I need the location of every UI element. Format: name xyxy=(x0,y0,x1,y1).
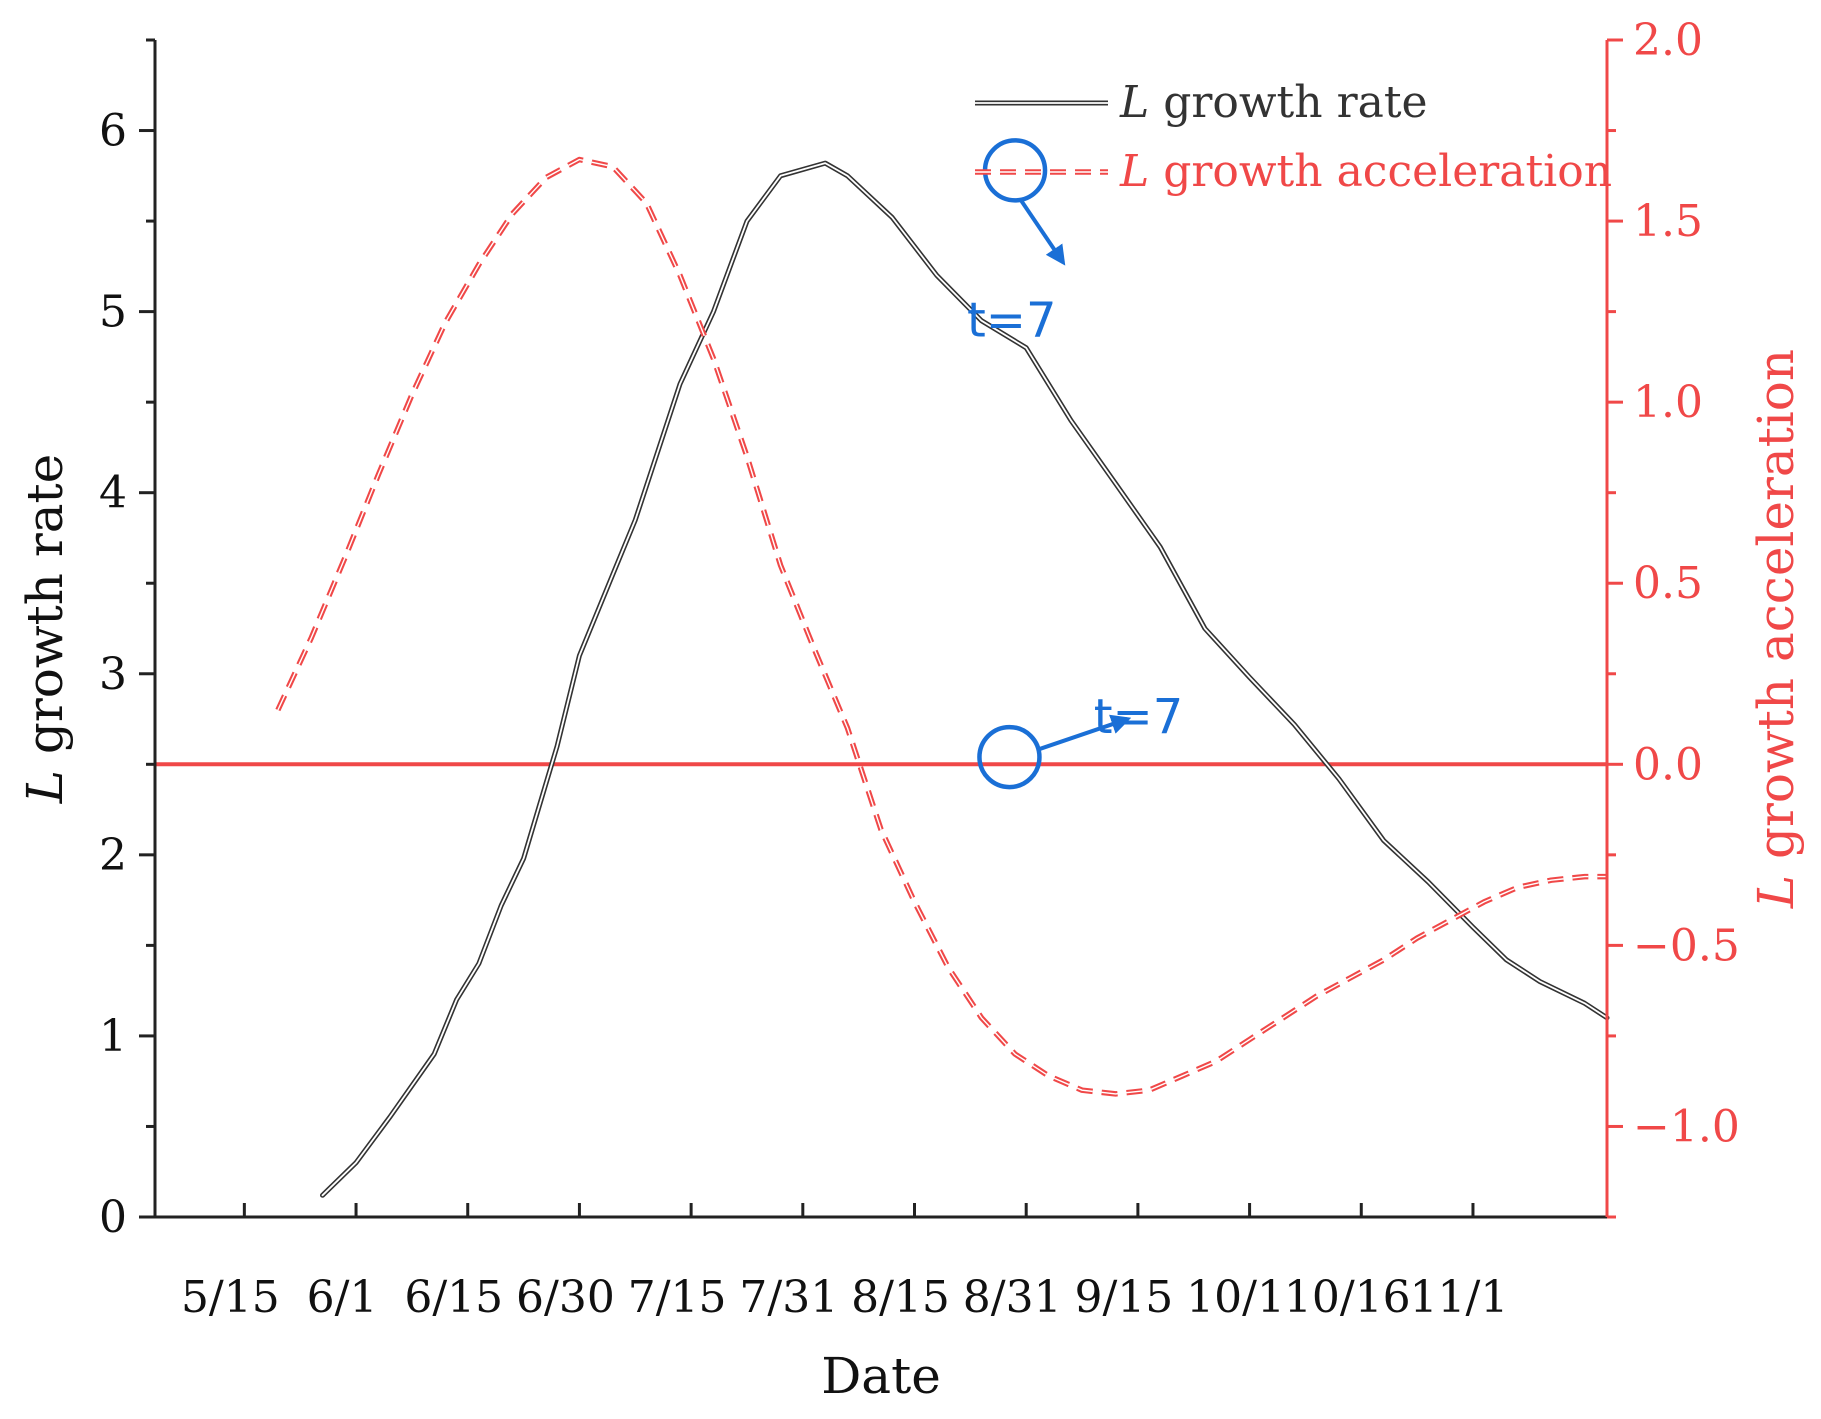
x-tick-label: 10/1 xyxy=(1186,1272,1285,1323)
y-right-tick-label: −0.5 xyxy=(1633,920,1740,971)
growth-acceleration-line-inner xyxy=(277,158,1607,1095)
y-left-tick-label: 5 xyxy=(99,287,127,338)
x-tick-label: 6/15 xyxy=(404,1272,503,1323)
growth-acceleration-series xyxy=(275,156,1607,1097)
y-right-tick-label: 1.5 xyxy=(1633,196,1703,247)
y-right-tick-label: 1.0 xyxy=(1633,377,1703,428)
growth-rate-line-inner xyxy=(321,162,1608,1197)
legend-item-rate: L growth rate xyxy=(975,77,1428,128)
x-axis-title: Date xyxy=(821,1347,941,1405)
x-tick-label: 8/31 xyxy=(963,1272,1062,1323)
annotation-circle xyxy=(977,724,1042,790)
y-right-tick-label: −1.0 xyxy=(1633,1101,1740,1152)
legend-label-variable: L xyxy=(1119,77,1149,128)
y-right-tick-label: 0.0 xyxy=(1633,739,1703,790)
y-axis-left-title: L growth rate xyxy=(16,454,74,805)
x-tick-label: 5/15 xyxy=(181,1272,280,1323)
y-axis-right-title: L growth acceleration xyxy=(1747,349,1805,909)
series-layer xyxy=(275,156,1610,1198)
y-left-tick-label: 6 xyxy=(99,106,127,157)
y-axis-left-title-text: growth rate xyxy=(16,454,74,770)
y-right-tick-label: 0.5 xyxy=(1633,558,1703,609)
axes-layer: 5/15 6/1 6/15 6/30 7/15 7/31 8/15 8/31 9/15 10/11… xyxy=(99,15,1740,1323)
y-left-tick-label: 1 xyxy=(99,1011,127,1062)
growth-rate-series xyxy=(320,160,1610,1198)
x-tick-label: 6/30 xyxy=(516,1272,615,1323)
x-tick-label: 7/15 xyxy=(628,1272,727,1323)
growth-rate-line-outer xyxy=(320,160,1610,1198)
legend-label-variable: L xyxy=(1119,146,1149,197)
y-axis-right-title-variable: L xyxy=(1747,875,1805,909)
annotation-label: t=7 xyxy=(1094,689,1184,745)
y-left-tick-label: 2 xyxy=(99,830,127,881)
growth-acceleration-line-outer xyxy=(275,156,1607,1097)
x-tick-label: 9/15 xyxy=(1074,1272,1173,1323)
y-left-tick-label: 3 xyxy=(99,649,127,700)
legend-label-text: growth rate xyxy=(1149,77,1427,128)
legend-label: L growth acceleration xyxy=(1119,146,1612,197)
y-left-tick-label: 4 xyxy=(99,468,127,519)
x-tick-label: 6/1 xyxy=(307,1272,378,1323)
legend-item-acceleration: L growth acceleration xyxy=(975,146,1612,197)
legend-label-text: growth acceleration xyxy=(1149,146,1612,197)
x-tick-label: 8/15 xyxy=(851,1272,950,1323)
y-axis-right-title-text: growth acceleration xyxy=(1747,349,1805,875)
x-tick-label: 7/31 xyxy=(739,1272,838,1323)
y-axis-left-title-variable: L xyxy=(16,770,74,804)
x-tick-label: 10/16 xyxy=(1284,1272,1411,1323)
annotation-layer: t=7 t=7 xyxy=(967,138,1184,790)
legend-label: L growth rate xyxy=(1119,77,1428,128)
annotation-label: t=7 xyxy=(967,293,1057,349)
y-right-tick-label: 2.0 xyxy=(1633,15,1703,66)
y-left-tick-label: 0 xyxy=(99,1192,127,1243)
annotation-arrow xyxy=(1038,714,1132,751)
annotation-2: t=7 xyxy=(977,689,1184,790)
annotation-arrow xyxy=(1019,199,1066,266)
x-tick-label: 11/1 xyxy=(1410,1272,1509,1323)
